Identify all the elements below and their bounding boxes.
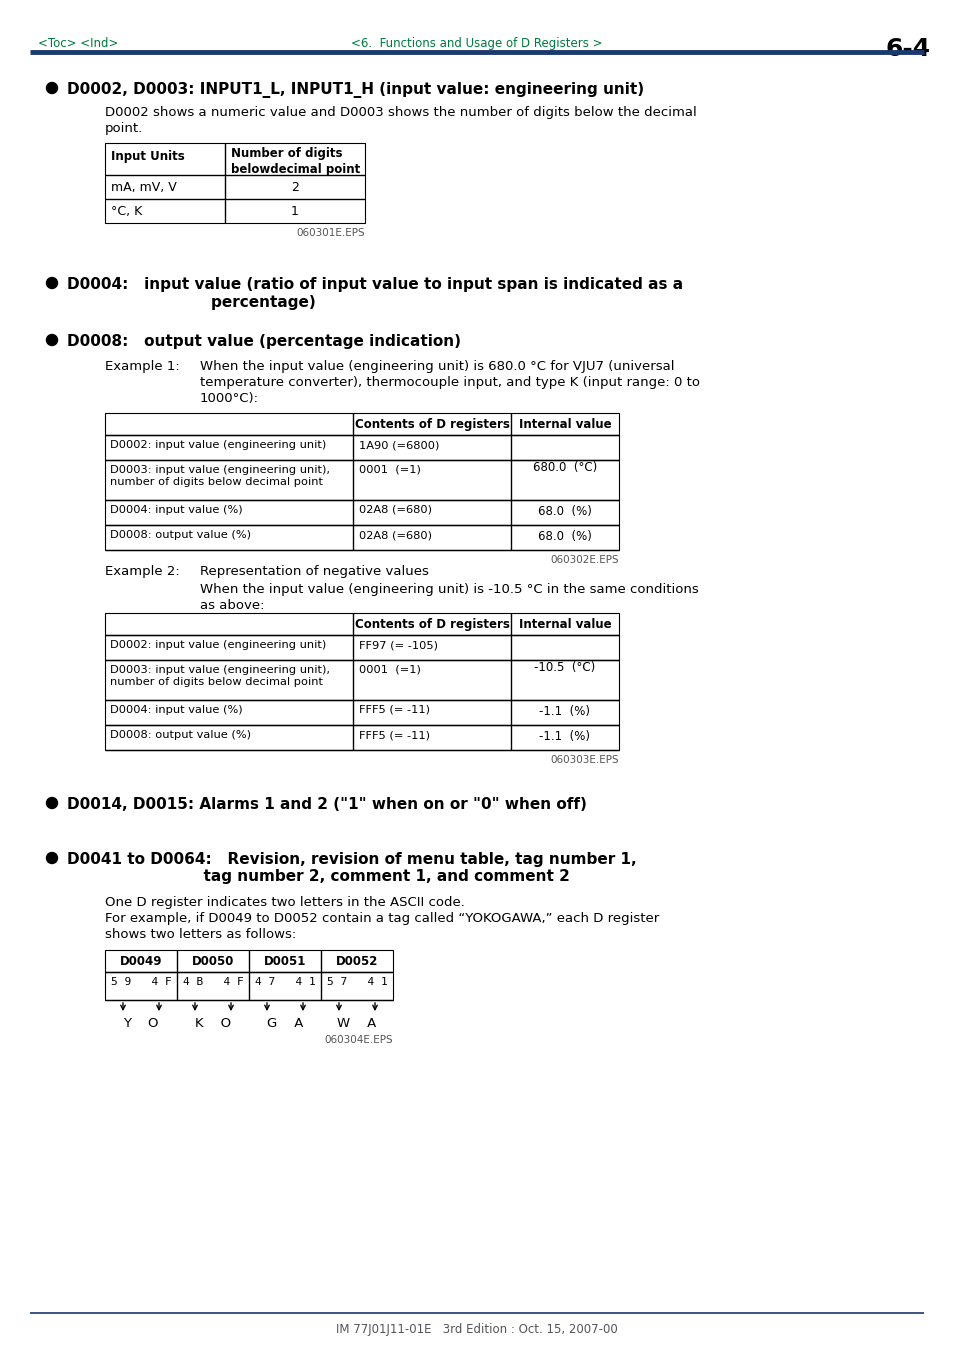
Text: percentage): percentage) [148, 295, 315, 309]
Text: 060302E.EPS: 060302E.EPS [550, 555, 618, 565]
Bar [105, 526, 618, 550]
Text: 2: 2 [291, 181, 298, 195]
Text: D0051: D0051 [264, 955, 306, 969]
Text: One D register indicates two letters in the ASCII code.: One D register indicates two letters in … [105, 896, 464, 909]
Text: For example, if D0049 to D0052 contain a tag called “YOKOGAWA,” each D register: For example, if D0049 to D0052 contain a… [105, 912, 659, 925]
Bar [105, 143, 365, 223]
Text: °C, K: °C, K [111, 205, 142, 218]
Text: point.: point. [105, 122, 143, 135]
Text: When the input value (engineering unit) is 680.0 °C for VJU7 (universal: When the input value (engineering unit) … [200, 359, 674, 373]
Bar [105, 500, 618, 526]
Text: D0049: D0049 [120, 955, 162, 969]
Text: 060301E.EPS: 060301E.EPS [296, 228, 365, 238]
Text: -1.1  (%): -1.1 (%) [539, 730, 590, 743]
Text: 5 9   4 F: 5 9 4 F [111, 977, 172, 988]
Text: W    A: W A [337, 1017, 376, 1029]
Circle shape [47, 852, 57, 863]
Bar [105, 700, 618, 725]
Text: 060304E.EPS: 060304E.EPS [324, 1035, 393, 1046]
Text: Internal value: Internal value [518, 617, 611, 631]
Text: D0002 shows a numeric value and D0003 shows the number of digits below the decim: D0002 shows a numeric value and D0003 sh… [105, 105, 696, 119]
Text: as above:: as above: [200, 598, 264, 612]
Text: <6.  Functions and Usage of D Registers >: <6. Functions and Usage of D Registers > [351, 36, 602, 50]
Text: 060303E.EPS: 060303E.EPS [550, 755, 618, 765]
Text: 4 B   4 F: 4 B 4 F [182, 977, 243, 988]
Text: 68.0  (%): 68.0 (%) [537, 505, 591, 517]
Text: 02A8 (=680): 02A8 (=680) [358, 505, 432, 515]
Text: 0001  (=1): 0001 (=1) [358, 465, 420, 476]
Bar [105, 613, 618, 635]
Text: 1: 1 [291, 205, 298, 218]
Text: D0003: input value (engineering unit),
number of digits below decimal point: D0003: input value (engineering unit), n… [110, 465, 330, 488]
Text: temperature converter), thermocouple input, and type K (input range: 0 to: temperature converter), thermocouple inp… [200, 376, 700, 389]
Text: D0052: D0052 [335, 955, 377, 969]
Text: Example 2:: Example 2: [105, 565, 179, 578]
Bar [105, 950, 393, 971]
Bar [105, 635, 618, 661]
Text: D0004:   input value (ratio of input value to input span is indicated as a: D0004: input value (ratio of input value… [67, 277, 682, 292]
Text: D0002, D0003: INPUT1_L, INPUT1_H (input value: engineering unit): D0002, D0003: INPUT1_L, INPUT1_H (input … [67, 82, 643, 99]
Circle shape [47, 277, 57, 289]
Text: D0002: input value (engineering unit): D0002: input value (engineering unit) [110, 640, 326, 650]
Text: 5 7   4 1: 5 7 4 1 [326, 977, 387, 988]
Text: 1000°C):: 1000°C): [200, 392, 258, 405]
Circle shape [47, 82, 57, 93]
Bar [105, 661, 618, 700]
Text: D0008: output value (%): D0008: output value (%) [110, 530, 251, 540]
Bar [105, 971, 393, 1000]
Text: mA, mV, V: mA, mV, V [111, 181, 176, 195]
Text: Representation of negative values: Representation of negative values [200, 565, 429, 578]
Circle shape [47, 335, 57, 346]
Text: D0014, D0015: Alarms 1 and 2 ("1" when on or "0" when off): D0014, D0015: Alarms 1 and 2 ("1" when o… [67, 797, 586, 812]
Text: shows two letters as follows:: shows two letters as follows: [105, 928, 296, 942]
Text: IM 77J01J11-01E   3rd Edition : Oct. 15, 2007-00: IM 77J01J11-01E 3rd Edition : Oct. 15, 2… [335, 1323, 618, 1336]
Text: 68.0  (%): 68.0 (%) [537, 530, 591, 543]
Text: Internal value: Internal value [518, 417, 611, 431]
Text: D0050: D0050 [192, 955, 233, 969]
Text: -1.1  (%): -1.1 (%) [539, 705, 590, 717]
Text: D0004: input value (%): D0004: input value (%) [110, 505, 242, 515]
Bar [105, 435, 618, 459]
Text: 02A8 (=680): 02A8 (=680) [358, 530, 432, 540]
Text: Contents of D registers: Contents of D registers [355, 617, 509, 631]
Text: When the input value (engineering unit) is -10.5 °C in the same conditions: When the input value (engineering unit) … [200, 584, 698, 596]
Text: -10.5  (°C): -10.5 (°C) [534, 661, 595, 674]
Text: D0004: input value (%): D0004: input value (%) [110, 705, 242, 715]
Text: Example 1:: Example 1: [105, 359, 179, 373]
Text: D0041 to D0064:   Revision, revision of menu table, tag number 1,: D0041 to D0064: Revision, revision of me… [67, 852, 636, 867]
Text: D0003: input value (engineering unit),
number of digits below decimal point: D0003: input value (engineering unit), n… [110, 665, 330, 688]
Bar [105, 725, 618, 750]
Text: Contents of D registers: Contents of D registers [355, 417, 509, 431]
Text: D0008: output value (%): D0008: output value (%) [110, 730, 251, 740]
Text: <Toc> <Ind>: <Toc> <Ind> [38, 36, 118, 50]
Text: K    O: K O [194, 1017, 231, 1029]
Circle shape [47, 797, 57, 808]
Text: Input Units: Input Units [111, 150, 185, 163]
Text: G    A: G A [267, 1017, 303, 1029]
Text: FFF5 (= -11): FFF5 (= -11) [358, 705, 430, 715]
Text: 4 7   4 1: 4 7 4 1 [254, 977, 315, 988]
Bar [105, 413, 618, 435]
Text: Number of digits
belowdecimal point: Number of digits belowdecimal point [231, 147, 360, 176]
Text: FFF5 (= -11): FFF5 (= -11) [358, 730, 430, 740]
Bar [105, 459, 618, 500]
Text: 0001  (=1): 0001 (=1) [358, 665, 420, 676]
Text: Y    O: Y O [123, 1017, 158, 1029]
Text: 1A90 (=6800): 1A90 (=6800) [358, 440, 439, 450]
Text: tag number 2, comment 1, and comment 2: tag number 2, comment 1, and comment 2 [67, 869, 569, 884]
Text: D0002: input value (engineering unit): D0002: input value (engineering unit) [110, 440, 326, 450]
Text: FF97 (= -105): FF97 (= -105) [358, 640, 437, 650]
Text: 680.0  (°C): 680.0 (°C) [533, 461, 597, 473]
Text: 6-4: 6-4 [885, 36, 930, 61]
Text: D0008:   output value (percentage indication): D0008: output value (percentage indicati… [67, 334, 460, 349]
